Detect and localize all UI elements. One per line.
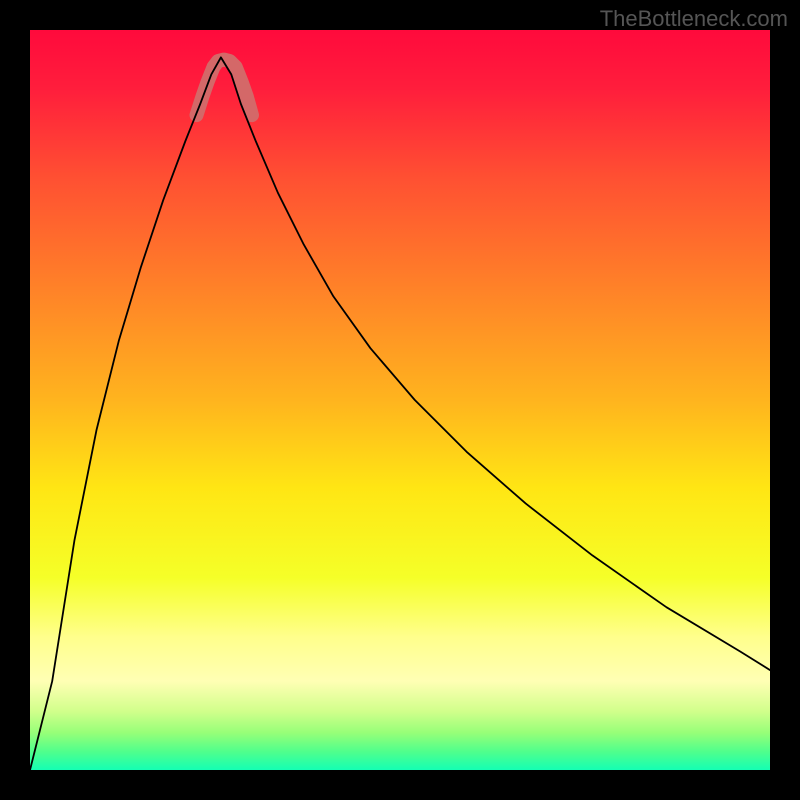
main-curve (30, 57, 770, 770)
plot-area (30, 30, 770, 770)
highlight-curve (197, 60, 253, 116)
chart-container: TheBottleneck.com (0, 0, 800, 800)
watermark-text: TheBottleneck.com (600, 6, 788, 32)
curve-layer (30, 30, 770, 770)
